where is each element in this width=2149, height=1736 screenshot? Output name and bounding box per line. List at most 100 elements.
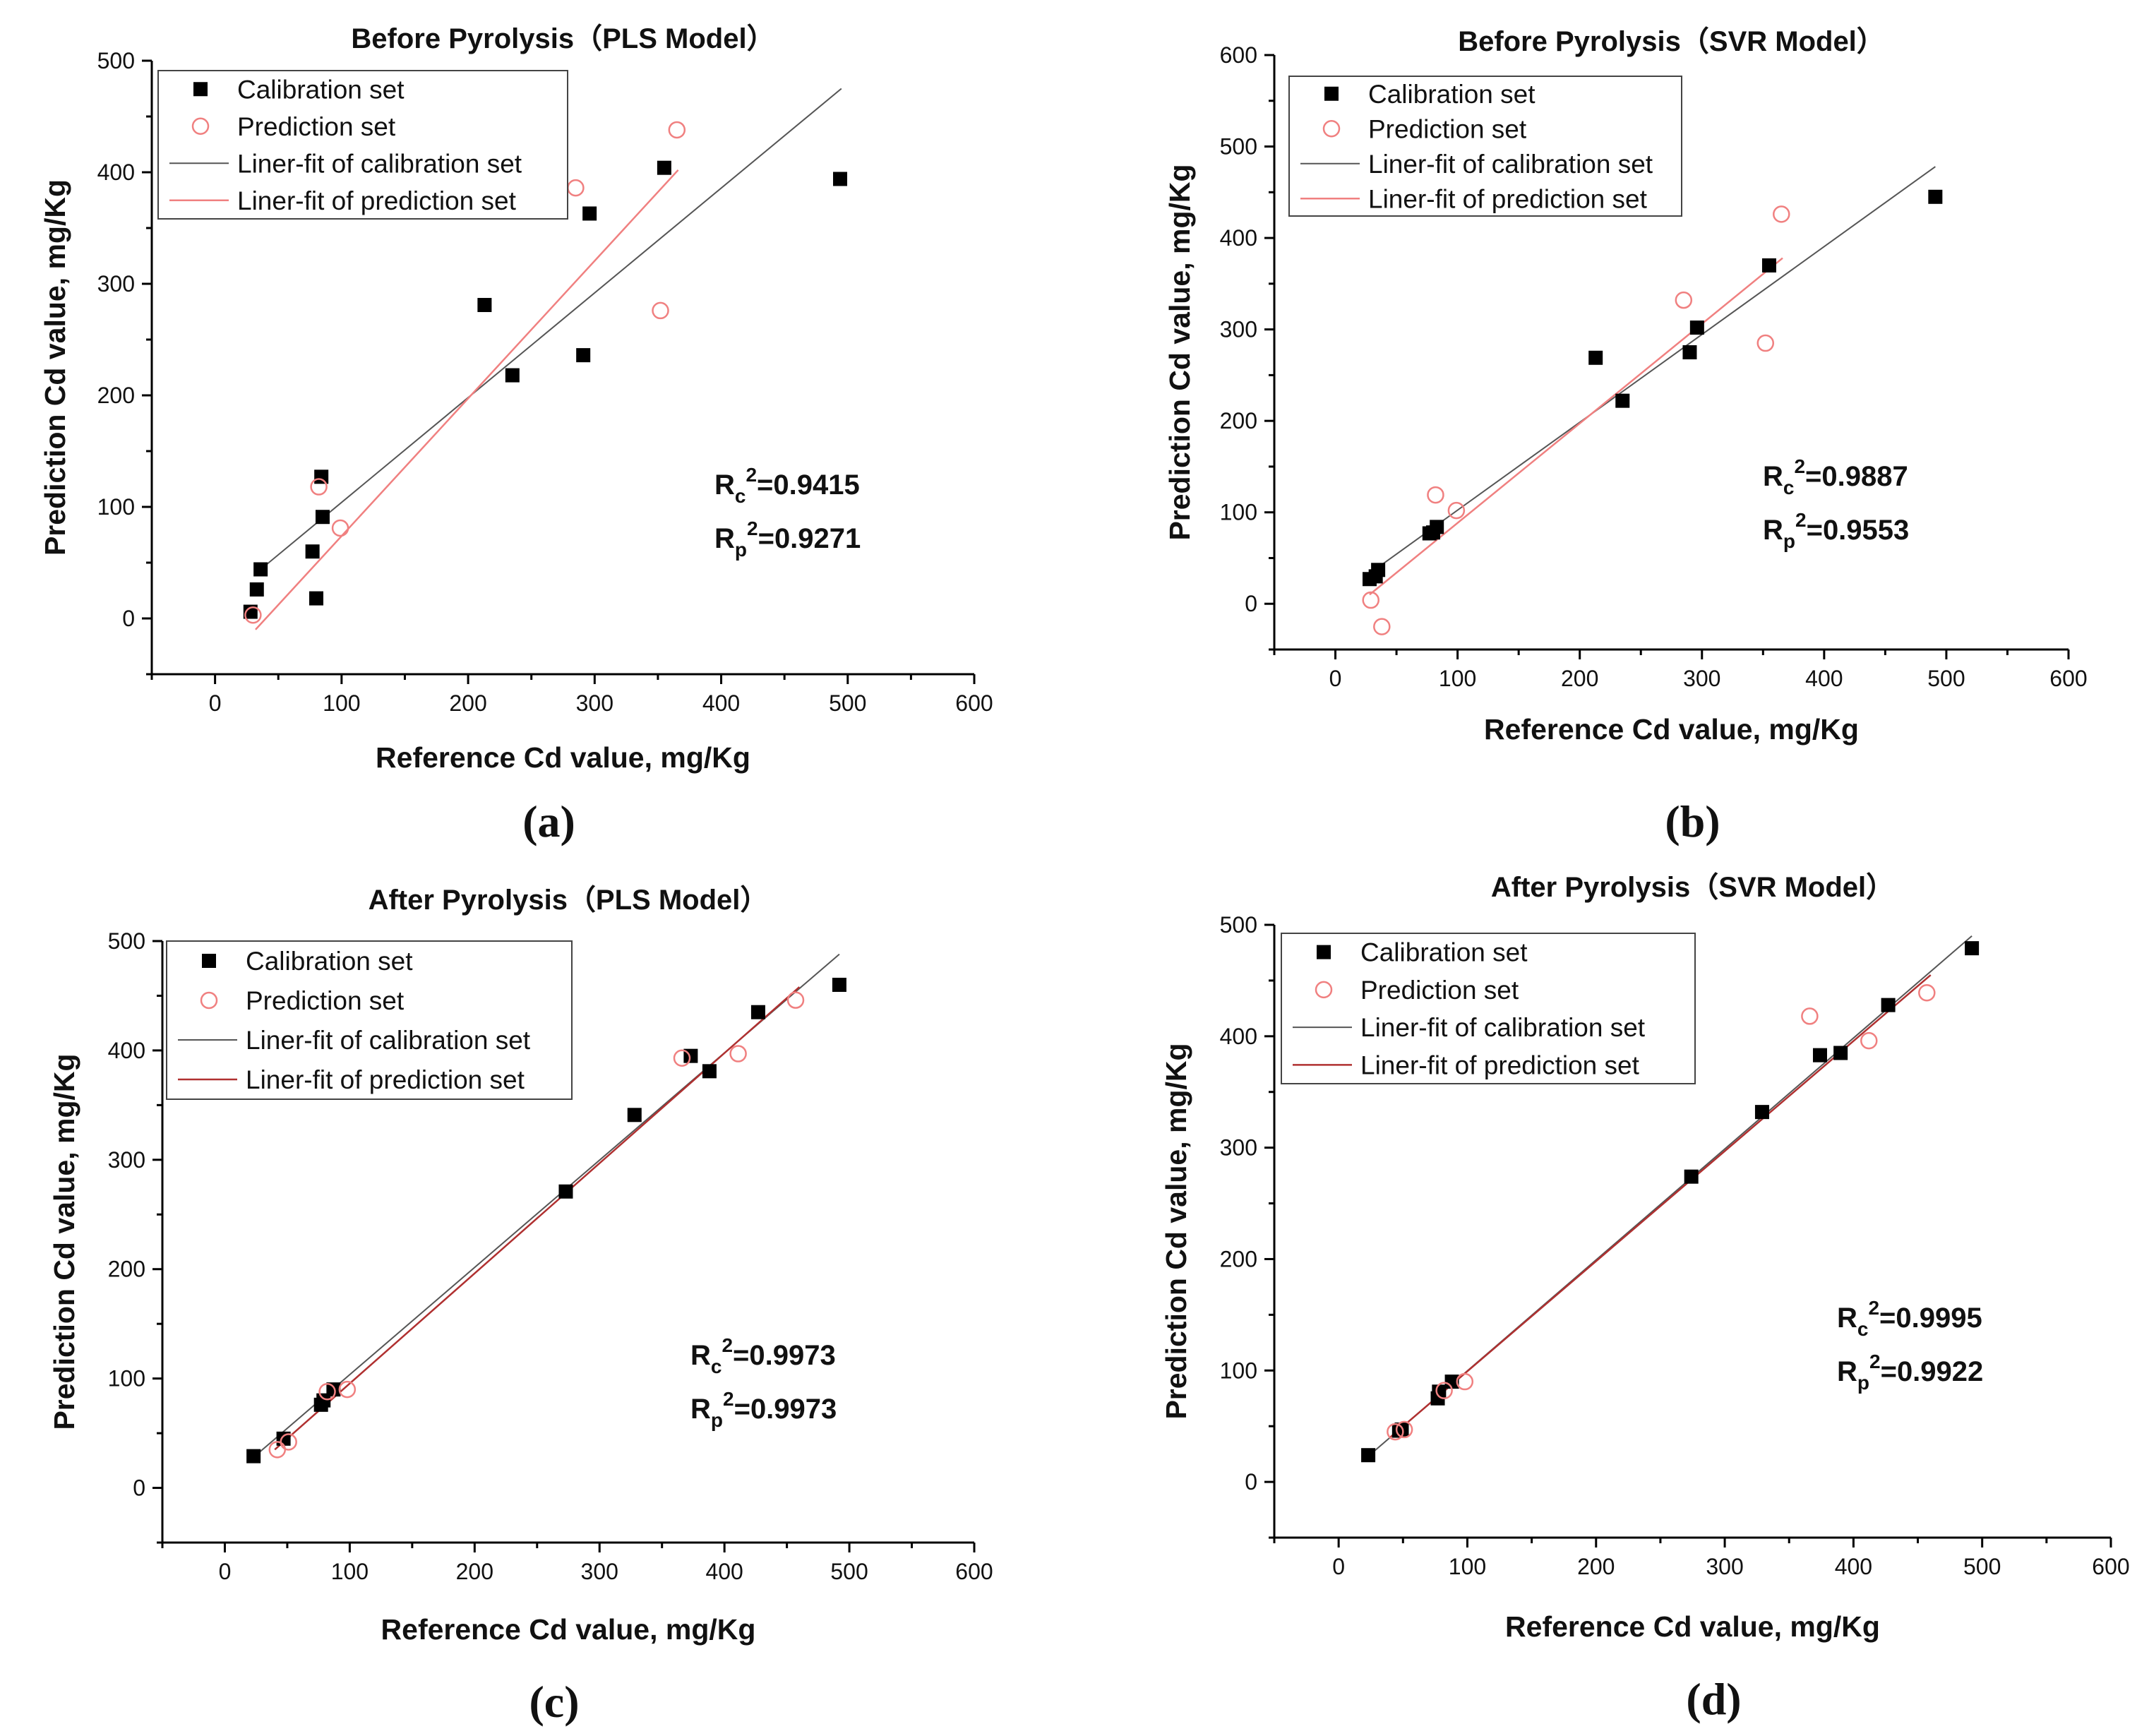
legend-prediction-symbol — [1315, 981, 1333, 999]
panel-label: (c) — [529, 1677, 579, 1727]
x-axis-label: Reference Cd value, mg/Kg — [1484, 713, 1859, 746]
y-tick-label: 200 — [1220, 408, 1257, 433]
x-axis-label: Reference Cd value, mg/Kg — [381, 1613, 756, 1646]
legend-entry-label: Prediction set — [1368, 114, 1527, 143]
legend-prediction-symbol — [1322, 120, 1341, 138]
x-tick-label: 0 — [1332, 1554, 1345, 1579]
legend-entry-label: Calibration set — [1368, 80, 1536, 109]
calibration-point — [1371, 563, 1386, 577]
calibration-point — [750, 1005, 765, 1019]
y-tick-label: 0 — [133, 1475, 145, 1501]
prediction-point — [318, 1382, 336, 1401]
x-tick-label: 200 — [1577, 1554, 1615, 1579]
y-tick-label: 600 — [1220, 42, 1257, 68]
calibration-point — [1881, 998, 1896, 1012]
calibration-point — [1812, 1048, 1827, 1062]
r-squared-calibration: Rc2=0.9973 — [690, 1334, 836, 1377]
calibration-point — [558, 1184, 573, 1199]
panel-label: (d) — [1686, 1674, 1741, 1724]
x-tick-label: 400 — [705, 1559, 743, 1584]
y-tick-label: 300 — [108, 1147, 145, 1173]
y-tick-label: 100 — [1220, 500, 1257, 525]
x-tick-label: 600 — [2092, 1554, 2129, 1579]
x-tick-label: 0 — [1329, 666, 1342, 691]
legend-box — [1281, 933, 1696, 1084]
calibration-point — [832, 977, 846, 992]
calibration-point — [1684, 1169, 1699, 1184]
prediction-point — [567, 179, 585, 197]
calibration-point — [315, 510, 330, 525]
legend-entry-label: Liner-fit of prediction set — [237, 186, 517, 215]
legend-entry-label: Liner-fit of calibration set — [237, 149, 522, 178]
prediction-point — [729, 1045, 747, 1062]
prediction-point — [1456, 1372, 1474, 1391]
prediction-point — [1773, 205, 1790, 223]
legend-entry-label: Prediction set — [1360, 976, 1519, 1005]
prediction-point — [331, 519, 349, 537]
x-tick-label: 100 — [331, 1559, 369, 1584]
calibration-point — [1444, 1375, 1459, 1389]
prediction-point — [1387, 1423, 1404, 1441]
y-tick-label: 400 — [1220, 225, 1257, 251]
y-axis-label: Prediction Cd value, mg/Kg — [1160, 1043, 1192, 1419]
chart-panel-c: After Pyrolysis（PLS Model） 0 100 200 300 400 5… — [48, 885, 993, 1727]
panel-label: (a) — [522, 796, 575, 846]
legend-entry-label: Prediction set — [237, 112, 396, 141]
prediction-point — [1801, 1007, 1819, 1025]
r-squared-prediction: Rp2=0.9922 — [1837, 1351, 1983, 1394]
chart-title: After Pyrolysis（PLS Model） — [369, 885, 769, 916]
x-tick-label: 200 — [449, 690, 486, 716]
legend-calibration-symbol — [193, 82, 208, 97]
calibration-point — [1928, 189, 1943, 204]
prediction-point — [338, 1380, 357, 1399]
prediction-point — [1860, 1031, 1878, 1050]
prediction-point — [786, 991, 805, 1009]
calibration-point — [1430, 520, 1444, 534]
fit-line-prediction — [1369, 257, 1783, 596]
calibration-point — [1965, 941, 1980, 956]
x-axis-label: Reference Cd value, mg/Kg — [1505, 1610, 1880, 1643]
y-axis-label: Prediction Cd value, mg/Kg — [1163, 164, 1196, 540]
r-squared-prediction: Rp2=0.9553 — [1763, 509, 1909, 552]
calibration-point — [1761, 258, 1776, 273]
prediction-point — [1373, 618, 1391, 635]
y-tick-label: 300 — [97, 271, 135, 297]
x-tick-label: 500 — [830, 1559, 868, 1584]
x-tick-label: 100 — [323, 690, 360, 716]
chart-title: Before Pyrolysis（PLS Model） — [351, 23, 774, 54]
y-tick-label: 500 — [1220, 134, 1257, 160]
x-tick-label: 0 — [219, 1559, 232, 1584]
y-tick-label: 400 — [97, 160, 135, 185]
calibration-point — [246, 1449, 261, 1463]
prediction-point — [668, 121, 686, 139]
prediction-point — [1918, 984, 1936, 1002]
legend-prediction-symbol — [200, 991, 218, 1010]
x-tick-label: 600 — [955, 690, 993, 716]
x-tick-label: 300 — [581, 1559, 618, 1584]
calibration-point — [249, 582, 264, 597]
calibration-point — [833, 172, 848, 186]
y-tick-label: 0 — [122, 606, 135, 631]
legend-entry-label: Liner-fit of calibration set — [1360, 1013, 1646, 1042]
fit-line-prediction — [255, 169, 679, 630]
y-tick-label: 0 — [1245, 591, 1257, 616]
x-tick-label: 200 — [1561, 666, 1598, 691]
fit-line-calibration — [258, 88, 842, 571]
calibration-point — [316, 1393, 331, 1408]
y-tick-label: 500 — [108, 928, 145, 954]
chart-title: After Pyrolysis（SVR Model） — [1491, 872, 1894, 903]
calibration-point — [1754, 1105, 1769, 1120]
x-tick-label: 100 — [1439, 666, 1476, 691]
prediction-point — [280, 1433, 297, 1451]
x-tick-label: 200 — [456, 1559, 493, 1584]
x-tick-label: 400 — [1835, 1554, 1872, 1579]
calibration-point — [309, 591, 323, 606]
prediction-point — [1395, 1420, 1413, 1439]
r-squared-prediction: Rp2=0.9271 — [714, 517, 861, 561]
calibration-point — [326, 1382, 341, 1397]
y-tick-label: 500 — [97, 48, 135, 73]
x-tick-label: 500 — [829, 690, 866, 716]
calibration-point — [477, 298, 492, 313]
legend-box — [166, 940, 573, 1100]
calibration-point — [1615, 393, 1630, 408]
